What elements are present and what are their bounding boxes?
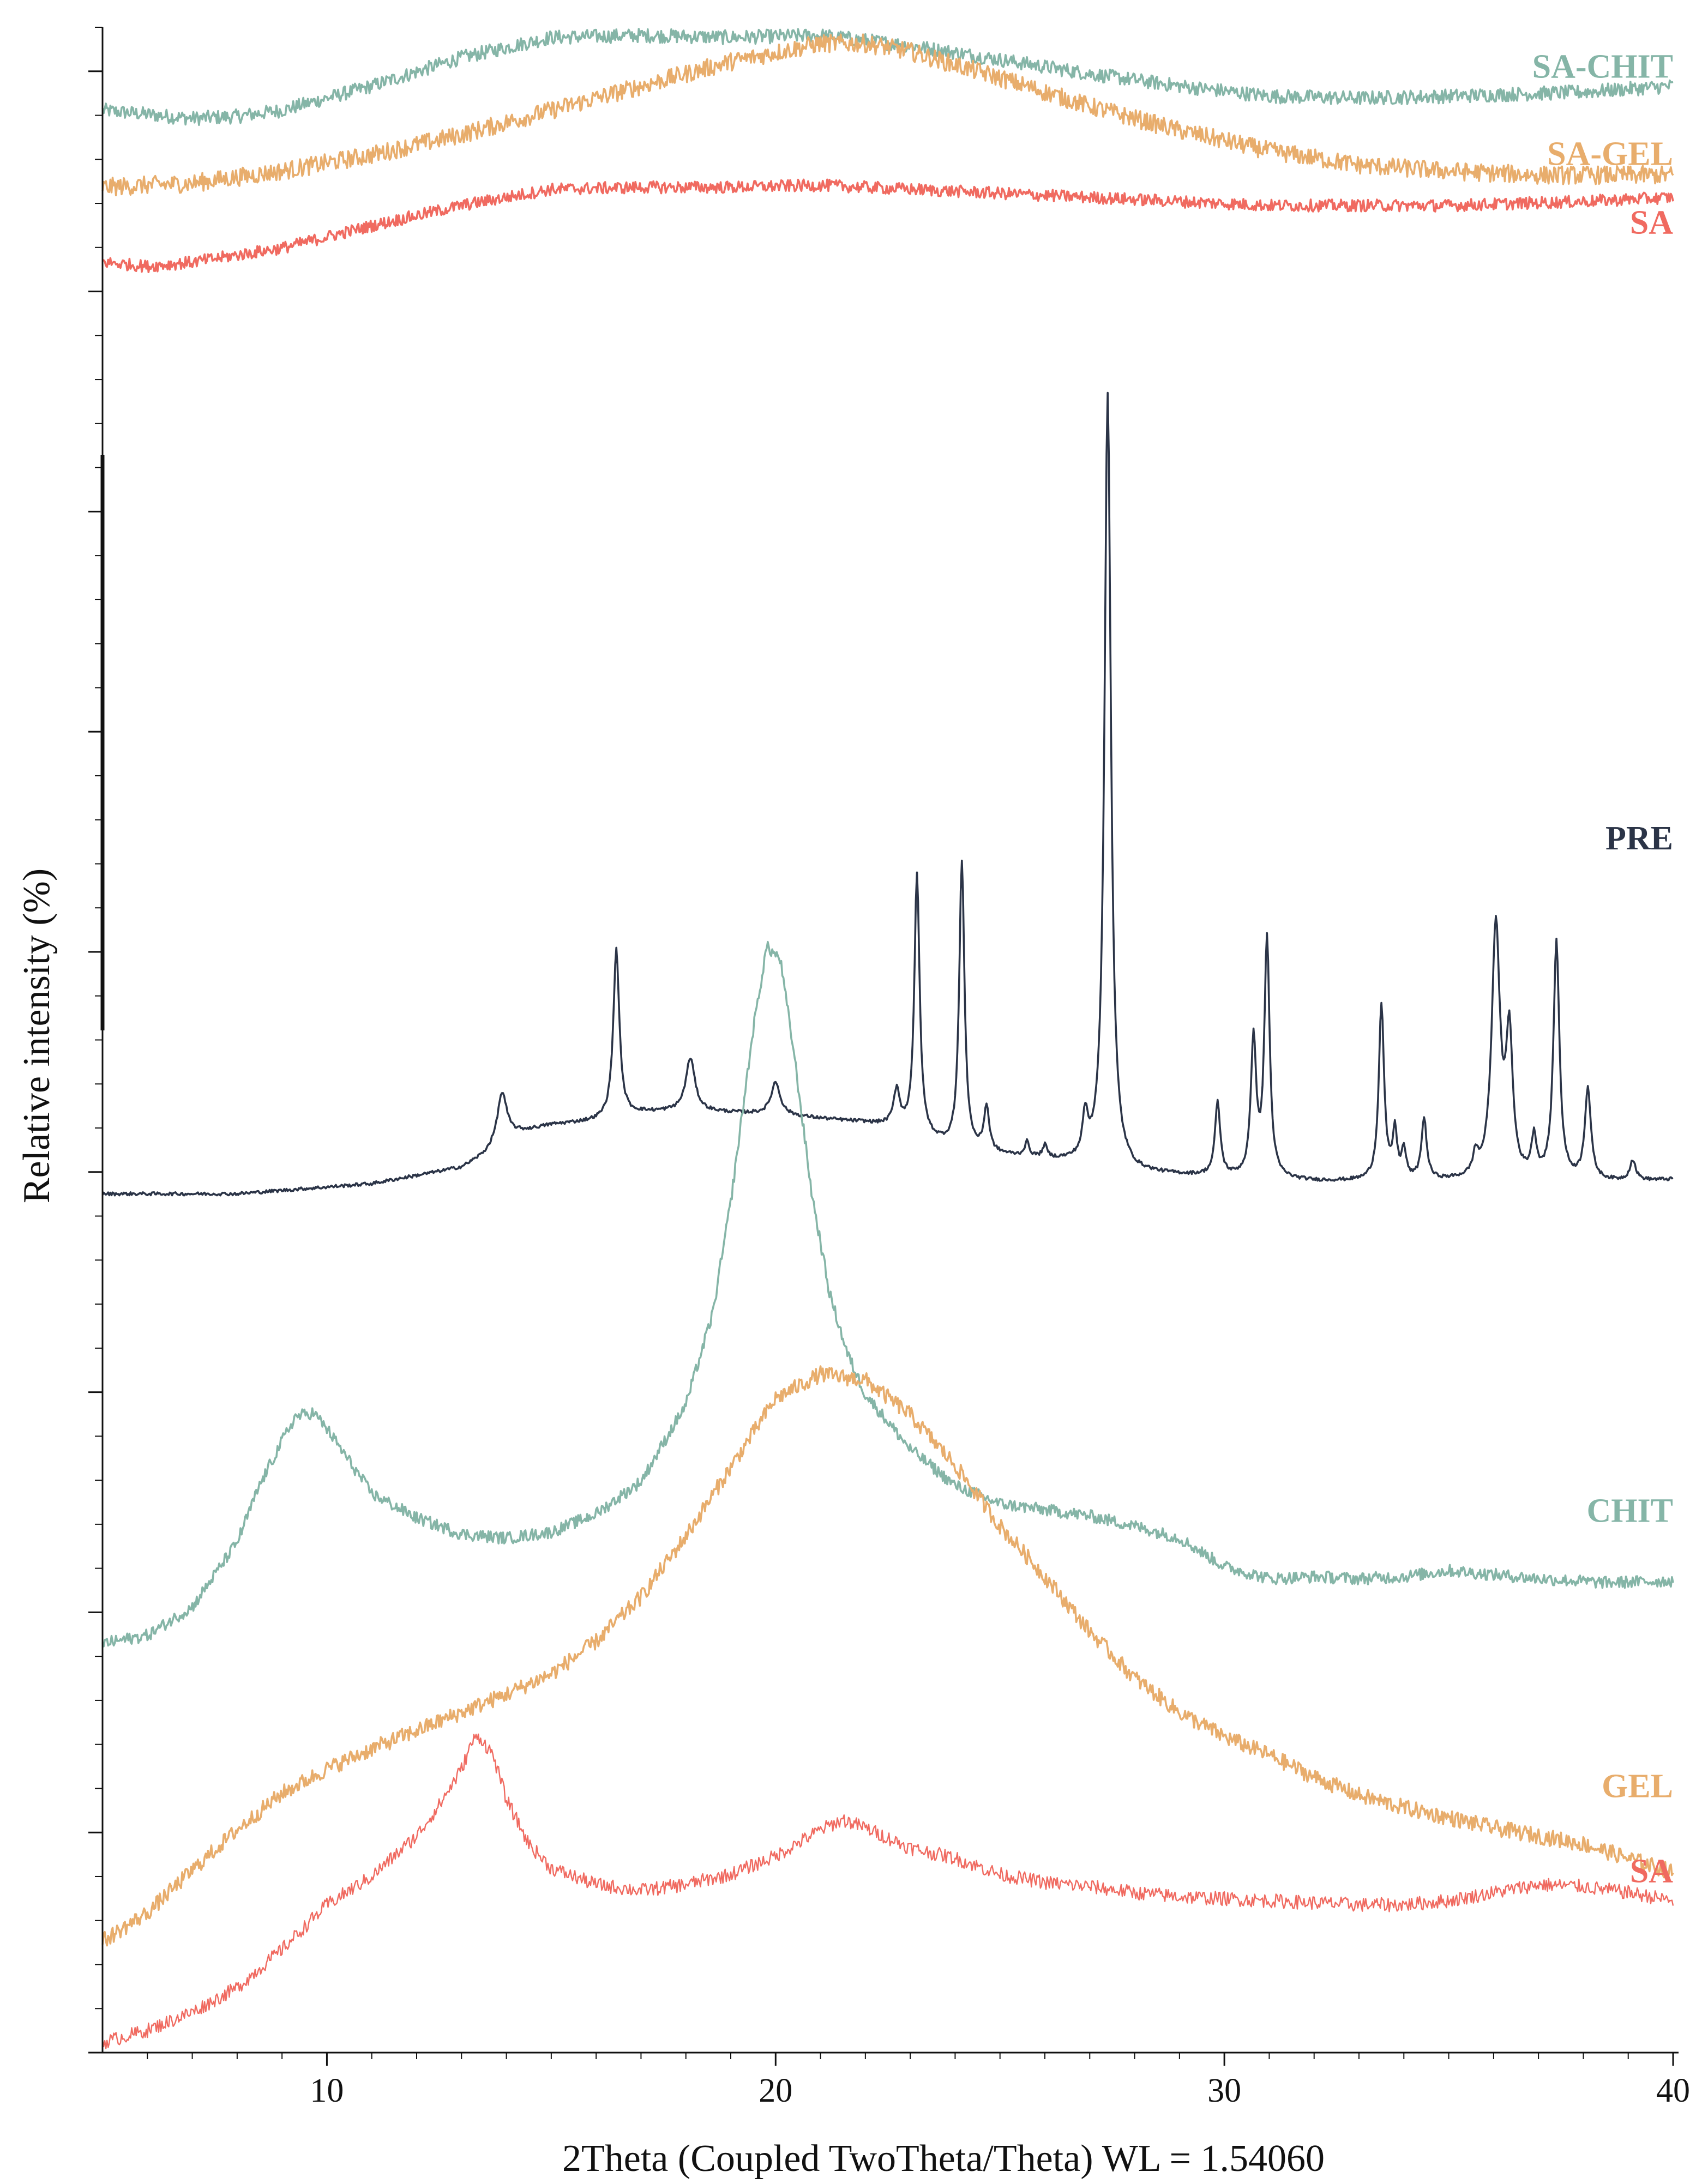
series-line-sa-gel xyxy=(101,33,1674,197)
x-tick-label: 40 xyxy=(1656,2072,1690,2109)
x-tick-label: 20 xyxy=(759,2072,792,2109)
series-labels: SA-CHIT SA-GEL SA PRE CHIT GEL SA xyxy=(1532,49,1674,1890)
x-minor-ticks xyxy=(147,2053,1629,2059)
x-major-ticks: 10 20 30 40 xyxy=(310,2053,1690,2109)
y-ticks xyxy=(88,27,103,2054)
series-label-sa-gel: SA-GEL xyxy=(1547,135,1673,172)
x-axis-title: 2Theta (Coupled TwoTheta/Theta) WL = 1.5… xyxy=(562,2138,1325,2180)
series-layer xyxy=(101,28,1674,2049)
series-label-gel: GEL xyxy=(1602,1768,1673,1805)
series-label-sa: SA xyxy=(1630,1853,1673,1890)
series-line-chit xyxy=(101,940,1674,1648)
series-label-pre: PRE xyxy=(1605,820,1673,857)
axes: 10 20 30 40 xyxy=(88,27,1690,2109)
series-label-sa-chit: SA-CHIT xyxy=(1532,49,1673,86)
y-axis-title: Relative intensity (%) xyxy=(16,868,58,1203)
x-tick-label: 10 xyxy=(310,2072,344,2109)
series-label-chit: CHIT xyxy=(1587,1492,1673,1529)
x-tick-label: 30 xyxy=(1207,2072,1241,2109)
series-line-sa xyxy=(101,1733,1674,2049)
series-label-sa: SA xyxy=(1630,204,1673,242)
series-line-pre xyxy=(101,391,1674,1197)
series-line-gel xyxy=(101,1365,1674,1947)
series-line-sa xyxy=(102,178,1674,273)
